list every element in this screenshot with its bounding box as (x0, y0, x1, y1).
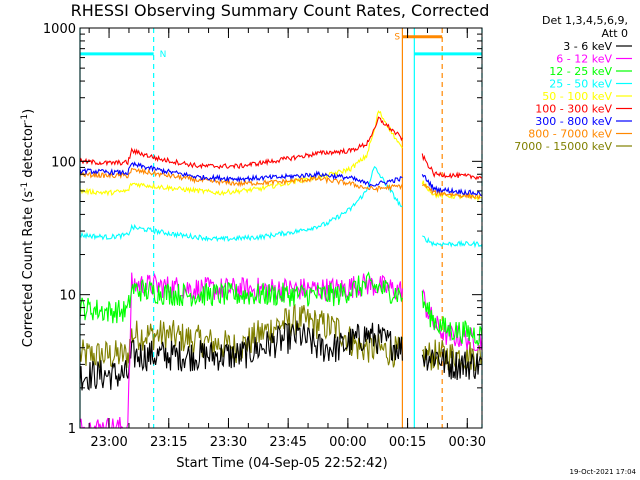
legend-label-7: 800 - 7000 keV (528, 128, 612, 141)
series-trace-6-0 (79, 161, 403, 188)
chart-title: RHESSI Observing Summary Count Rates, Co… (71, 1, 490, 20)
series-50-100kev (79, 110, 483, 202)
legend-label-2: 12 - 25 keV (549, 65, 612, 78)
series-trace-4-0 (79, 110, 403, 197)
x-tick-label-4: 00:00 (329, 435, 366, 450)
series-trace-0-0 (79, 320, 403, 391)
legend-label-6: 300 - 800 keV (535, 115, 612, 128)
series-300-800kev (79, 161, 483, 197)
x-tick-label-3: 23:45 (269, 435, 306, 450)
series-12-25kev (79, 271, 483, 347)
series-trace-2-1 (421, 290, 483, 347)
plot-area: NS (79, 28, 483, 430)
y-tick-label-1: 10 (59, 289, 76, 304)
state-bar-label-1: S (394, 33, 400, 43)
series-3-6kev (79, 320, 483, 391)
y-axis-label-sup1: -1 (20, 182, 30, 191)
y-tick-label-0: 1 (68, 422, 76, 437)
y-axis-label: Corrected Count Rate (s-1 detector-1) (20, 109, 36, 347)
series-trace-7-0 (79, 167, 403, 194)
legend-label-3: 25 - 50 keV (549, 78, 612, 91)
y-tick-label-2: 100 (51, 155, 76, 170)
legend-label-1: 6 - 12 keV (556, 53, 612, 66)
y-axis-label-mid: detector (21, 122, 36, 182)
x-tick-label-6: 00:30 (449, 435, 486, 450)
series-800-7000kev (79, 167, 482, 200)
x-tick-label-2: 23:30 (210, 435, 247, 450)
series-trace-6-1 (421, 174, 483, 197)
y-axis-label-sup2: -1 (20, 114, 30, 123)
y-axis-label-end: ) (21, 109, 36, 114)
x-tick-label-0: 23:00 (90, 435, 127, 450)
x-axis-label: Start Time (04-Sep-05 22:52:42) (176, 456, 387, 471)
series-trace-5-1 (421, 153, 482, 181)
x-axis-ticks: 23:00 23:15 23:30 23:45 00:00 00:15 00:30 (88, 28, 486, 450)
state-bar-label-0: N (160, 50, 167, 60)
series-trace-3-0 (79, 166, 403, 243)
legend-header-line-1: Det 1,3,4,5,6,9, (542, 14, 628, 27)
y-axis-label-main: Corrected Count Rate (s (21, 191, 36, 348)
y-tick-label-3: 1000 (43, 22, 76, 37)
legend-label-5: 100 - 300 keV (535, 103, 612, 116)
series-trace-7-1 (421, 183, 482, 200)
series-trace-0-1 (421, 348, 483, 381)
x-tick-label-5: 00:15 (389, 435, 426, 450)
series-100-300kev (79, 116, 482, 181)
legend-header-line-2: Att 0 (602, 27, 628, 40)
legend-label-4: 50 - 100 keV (542, 90, 612, 103)
series-trace-2-0 (79, 271, 403, 324)
x-tick-label-1: 23:15 (150, 435, 187, 450)
y-axis-ticks: 1 10 100 1000 (43, 22, 482, 437)
legend-label-0: 3 - 6 keV (563, 40, 612, 53)
footer-timestamp: 19-Oct-2021 17:04 (570, 468, 637, 476)
series-trace-1-1 (421, 288, 483, 351)
series-trace-5-0 (79, 116, 403, 170)
series-trace-3-1 (422, 235, 483, 249)
series-25-50kev (79, 166, 483, 249)
legend-label-8: 7000 - 15000 keV (514, 140, 612, 153)
plot-frame (79, 27, 483, 429)
